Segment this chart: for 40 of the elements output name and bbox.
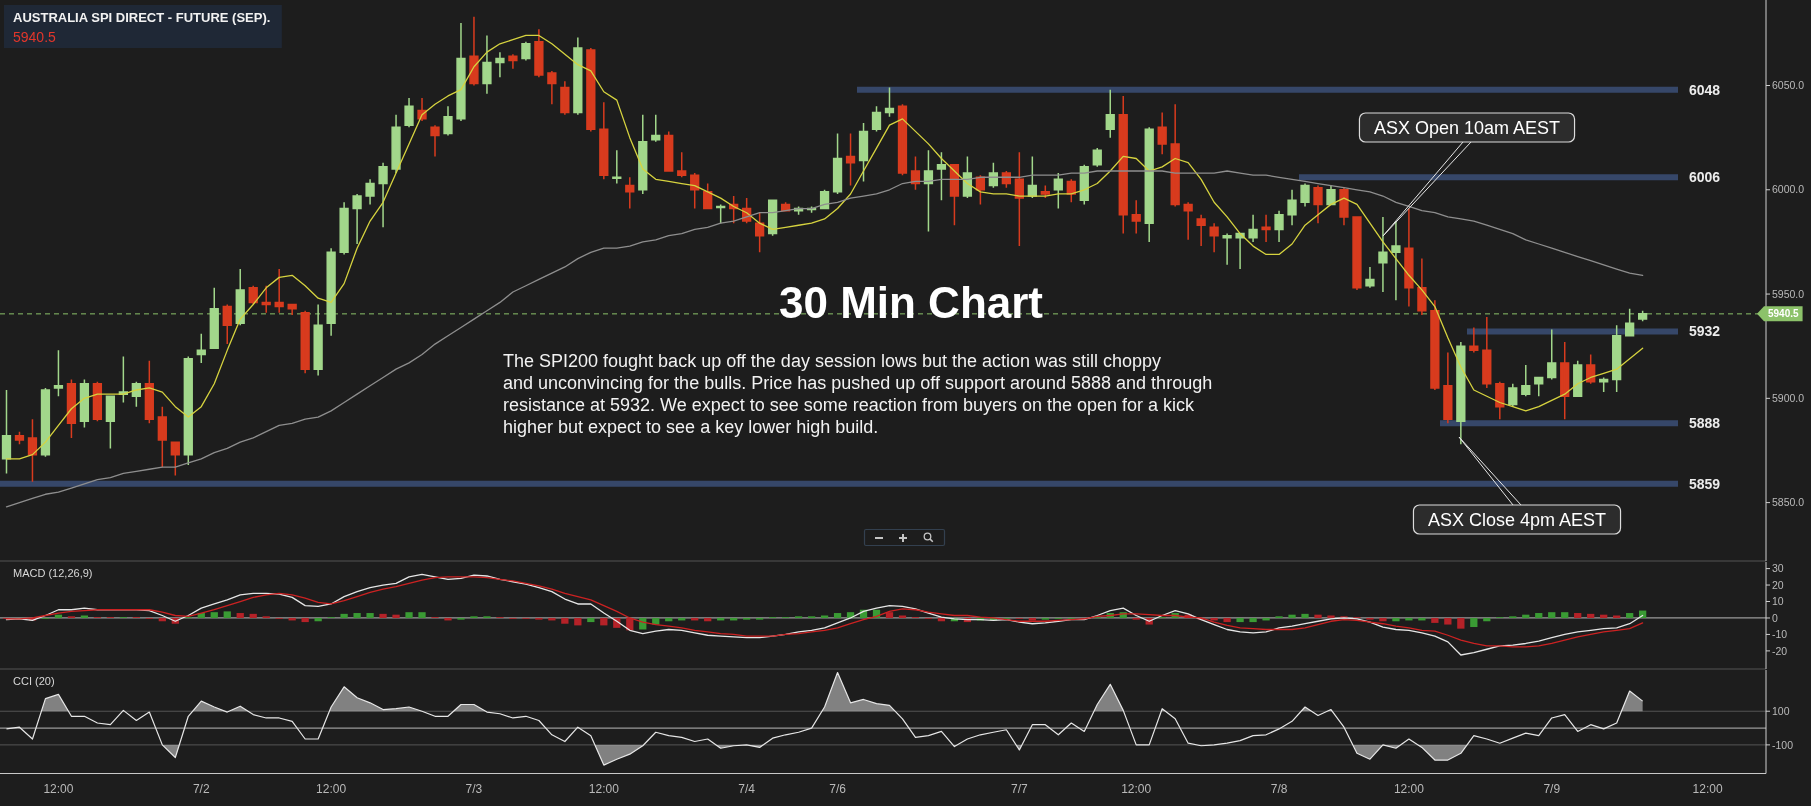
y-tick-label: 5950.0 xyxy=(1772,287,1805,300)
y-tick-label: 6000.0 xyxy=(1772,183,1805,196)
x-tick-label: 12:00 xyxy=(316,781,347,796)
text: CCI (20) xyxy=(13,675,55,687)
ref-line-label: 5940.5 xyxy=(1768,308,1800,320)
ref-line-label: 5888 xyxy=(1689,415,1721,432)
text: AUSTRALIA SPI DIRECT - FUTURE (SEP). xyxy=(13,10,271,25)
y-tick-label: -100 xyxy=(1772,738,1794,751)
y-tick-label: 6050.0 xyxy=(1772,79,1805,92)
y-tick-label: 5900.0 xyxy=(1772,392,1805,405)
x-tick-label: 7/3 xyxy=(465,781,483,796)
ref-line-label: 5859 xyxy=(1689,475,1721,492)
ref-line-label: 5932 xyxy=(1689,323,1721,340)
ref-line-label: 6006 xyxy=(1689,169,1721,186)
x-tick-label: 7/9 xyxy=(1543,781,1561,796)
x-tick-label: 7/6 xyxy=(829,781,847,796)
x-tick-label: 12:00 xyxy=(1393,781,1425,796)
y-tick-label: 30 xyxy=(1772,562,1784,575)
annotation: ASX Close 4pm AEST xyxy=(1427,510,1607,530)
x-tick-label: 7/7 xyxy=(1011,781,1029,796)
x-tick-label: 12:00 xyxy=(1692,781,1723,796)
y-tick-label: 5850.0 xyxy=(1772,496,1805,509)
chart-title: MACD (12,26,9) xyxy=(13,567,93,579)
ref-line-label: 6048 xyxy=(1689,81,1721,98)
y-tick-label: 100 xyxy=(1772,704,1790,717)
x-tick-label: 7/8 xyxy=(1270,781,1288,796)
y-tick-label: 10 xyxy=(1772,595,1784,608)
y-tick-label: -10 xyxy=(1772,628,1788,641)
y-tick-label: -20 xyxy=(1772,644,1788,657)
x-tick-label: 12:00 xyxy=(43,781,74,796)
x-tick-label: 12:00 xyxy=(1121,781,1152,796)
x-tick-label: 7/2 xyxy=(192,781,210,796)
x-tick-label: 12:00 xyxy=(588,781,620,796)
x-tick-label: 7/4 xyxy=(738,781,756,796)
y-tick-label: 20 xyxy=(1772,578,1784,591)
y-tick-label: 0 xyxy=(1772,611,1778,624)
annotation: 30 Min Chart xyxy=(778,278,1044,327)
annotation: ASX Open 10am AEST xyxy=(1373,118,1561,138)
text: 5940.5 xyxy=(13,29,57,45)
annotation: The SPI200 fought back up off the day session lows but the action was still choppy and unconvincing for the bulls. Price has pushed up off support around 5888 and through resistance at 5932. We expect to see some reaction from buyers on the open for a kick higher but expect to see a key lower high build. xyxy=(503,351,1213,437)
